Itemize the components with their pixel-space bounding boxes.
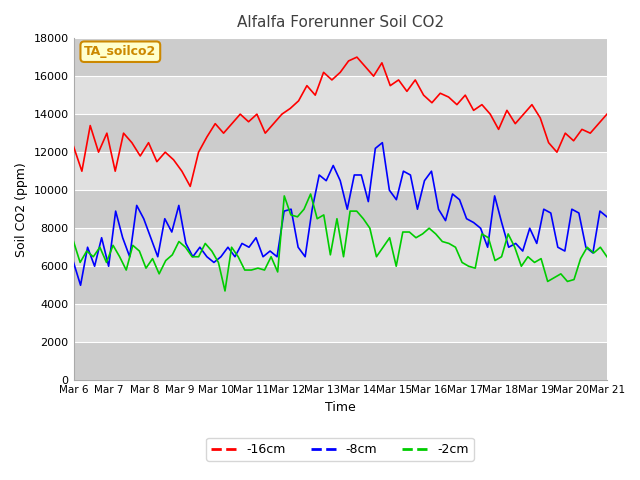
Y-axis label: Soil CO2 (ppm): Soil CO2 (ppm) <box>15 162 28 257</box>
Bar <box>74 342 607 380</box>
Text: TA_soilco2: TA_soilco2 <box>84 45 156 58</box>
X-axis label: Time: Time <box>325 401 356 414</box>
Bar <box>74 38 607 76</box>
Bar <box>74 266 607 304</box>
Bar <box>74 190 607 228</box>
Bar <box>74 114 607 152</box>
Legend: -16cm, -8cm, -2cm: -16cm, -8cm, -2cm <box>207 438 474 461</box>
Title: Alfalfa Forerunner Soil CO2: Alfalfa Forerunner Soil CO2 <box>237 15 444 30</box>
